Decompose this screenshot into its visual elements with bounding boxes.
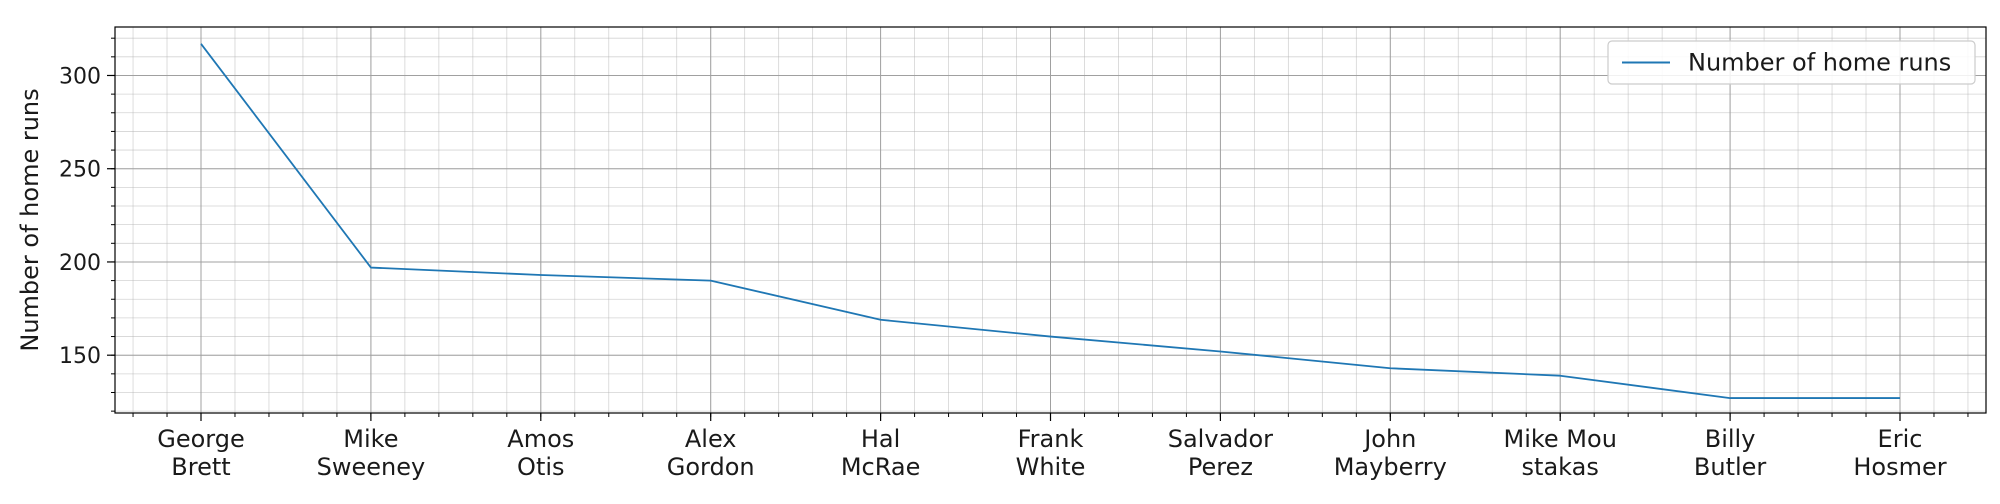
x-tick-label-line: Billy	[1705, 425, 1756, 453]
major-gridlines	[115, 27, 1986, 413]
x-tick-label-line: Gordon	[667, 453, 755, 481]
x-tick-label-line: Brett	[171, 453, 230, 481]
axis-ticks	[107, 37, 1969, 421]
x-tick-label-line: Perez	[1188, 453, 1253, 481]
x-tick-label: John Mayberry	[1334, 425, 1447, 481]
y-axis-label: Number of home runs	[16, 88, 44, 351]
x-tick-label: Frank White	[1016, 425, 1086, 481]
y-tick-label: 200	[59, 251, 101, 276]
x-tick-label-line: Otis	[517, 453, 564, 481]
x-tick-label: Mike Sweeney	[317, 425, 426, 481]
x-tick-label: Amos Otis	[507, 425, 574, 481]
y-tick-label: 250	[59, 158, 101, 183]
x-tick-label: George Brett	[157, 425, 245, 481]
x-tick-label-line: White	[1016, 453, 1086, 481]
x-tick-label: Hal McRae	[841, 425, 921, 481]
x-tick-label: Billy Butler	[1694, 425, 1767, 481]
x-tick-label-line: Mayberry	[1334, 453, 1447, 481]
x-tick-label: Salvador Perez	[1168, 425, 1273, 481]
x-tick-label-line: John	[1362, 425, 1416, 453]
x-tick-label-line: Salvador	[1168, 425, 1273, 453]
x-tick-label-line: McRae	[841, 453, 921, 481]
x-tick-label: Alex Gordon	[667, 425, 755, 481]
x-tick-label-line: Alex	[685, 425, 737, 453]
x-tick-label-line: Sweeney	[317, 453, 426, 481]
x-tick-label-line: George	[157, 425, 245, 453]
x-tick-labels: George Brett Mike Sweeney Amos Otis Alex Gordon…	[157, 425, 1947, 481]
legend-label: Number of home runs	[1688, 49, 1951, 77]
legend: Number of home runs	[1607, 40, 1976, 85]
x-tick-label-line: Butler	[1694, 453, 1767, 481]
series-layer	[200, 43, 1900, 399]
x-tick-label: Mike Mou stakas	[1503, 425, 1616, 481]
x-tick-label-line: Hal	[861, 425, 900, 453]
y-tick-labels: 150 200 250 300	[59, 64, 101, 369]
series-line	[200, 43, 1900, 399]
x-tick-label-line: Mike Mou	[1503, 425, 1616, 453]
y-tick-label: 300	[59, 64, 101, 89]
x-tick-label-line: Hosmer	[1853, 453, 1946, 481]
x-tick-label-line: Mike	[343, 425, 398, 453]
legend-box	[1607, 40, 1976, 85]
x-tick-label-line: Frank	[1018, 425, 1084, 453]
x-tick-label: Eric Hosmer	[1853, 425, 1946, 481]
x-tick-label-line: Amos	[507, 425, 574, 453]
x-tick-label-line: Eric	[1878, 425, 1923, 453]
y-tick-label: 150	[59, 344, 101, 369]
x-tick-label-line: stakas	[1522, 453, 1599, 481]
